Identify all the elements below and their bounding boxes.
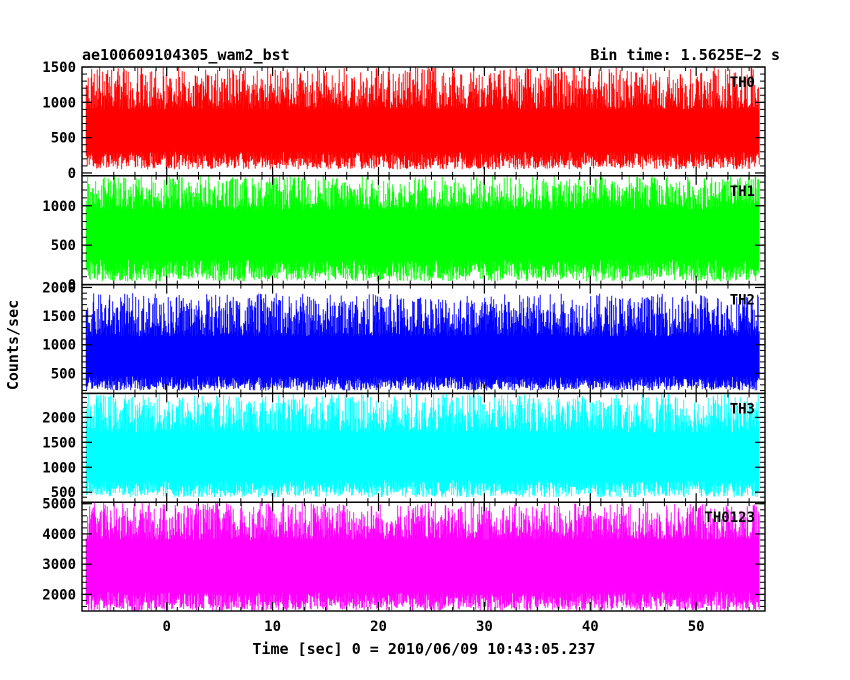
y-tick-label: 1000 bbox=[42, 338, 76, 354]
x-tick-label: 10 bbox=[264, 619, 281, 635]
series-th2 bbox=[85, 293, 760, 391]
y-tick-label: 500 bbox=[51, 131, 76, 147]
panel-frame bbox=[81, 501, 766, 612]
y-axis-label: Counts/sec bbox=[4, 300, 22, 390]
panel-label-th0123: TH0123 bbox=[704, 510, 755, 526]
x-tick-label: 20 bbox=[370, 619, 387, 635]
y-tick-label: 5000 bbox=[42, 497, 76, 513]
series-th1 bbox=[85, 175, 760, 282]
panel-label-th3: TH3 bbox=[730, 401, 755, 417]
panels-group: 050010001500TH005001000TH150010001500200… bbox=[42, 60, 766, 635]
panel-th0: 0 500 1000 1500 TH0 bbox=[42, 60, 766, 182]
y-tick-label: 1000 bbox=[42, 95, 76, 111]
y-tick-label: 3000 bbox=[42, 557, 76, 573]
panel-label-th0: TH0 bbox=[730, 75, 755, 91]
y-tick-label: 500 bbox=[51, 485, 76, 501]
panel-th3: 500 1000 1500 2000 TH3 bbox=[42, 392, 766, 503]
panel-th0123: 2000 3000 4000 5000 TH0123 bbox=[42, 497, 766, 612]
series-th0 bbox=[85, 67, 760, 170]
chart-title: ae100609104305_wam2_bst bbox=[82, 46, 290, 64]
bin-time-label: Bin time: 1.5625E−2 s bbox=[590, 46, 780, 64]
y-tick-label: 2000 bbox=[42, 587, 76, 603]
y-tick-label: 500 bbox=[51, 366, 76, 382]
x-tick-label: 0 bbox=[162, 619, 170, 635]
y-tick-label: 0 bbox=[68, 166, 76, 182]
x-tick-label: 40 bbox=[582, 619, 599, 635]
panel-th2: 500 1000 1500 2000 TH2 bbox=[42, 280, 766, 395]
y-tick-label: 1500 bbox=[42, 309, 76, 325]
panel-th1: 0 500 1000 TH1 bbox=[42, 175, 766, 294]
y-tick-label: 4000 bbox=[42, 527, 76, 543]
y-tick-label: 1500 bbox=[42, 60, 76, 76]
x-tick-label: 30 bbox=[476, 619, 493, 635]
y-tick-label: 2000 bbox=[42, 280, 76, 296]
panel-label-th1: TH1 bbox=[730, 184, 755, 200]
series-th3 bbox=[85, 393, 760, 498]
series-th0123 bbox=[85, 502, 760, 611]
x-tick-label: 50 bbox=[688, 619, 705, 635]
y-tick-label: 500 bbox=[51, 238, 76, 254]
y-tick-label: 0 bbox=[68, 278, 76, 294]
y-tick-label: 1000 bbox=[42, 460, 76, 476]
y-tick-label: 2000 bbox=[42, 410, 76, 426]
panel-label-th2: TH2 bbox=[730, 293, 755, 309]
y-tick-label: 1500 bbox=[42, 435, 76, 451]
y-tick-label: 1000 bbox=[42, 199, 76, 215]
x-axis-label: Time [sec] 0 = 2010/06/09 10:43:05.237 bbox=[252, 640, 595, 658]
